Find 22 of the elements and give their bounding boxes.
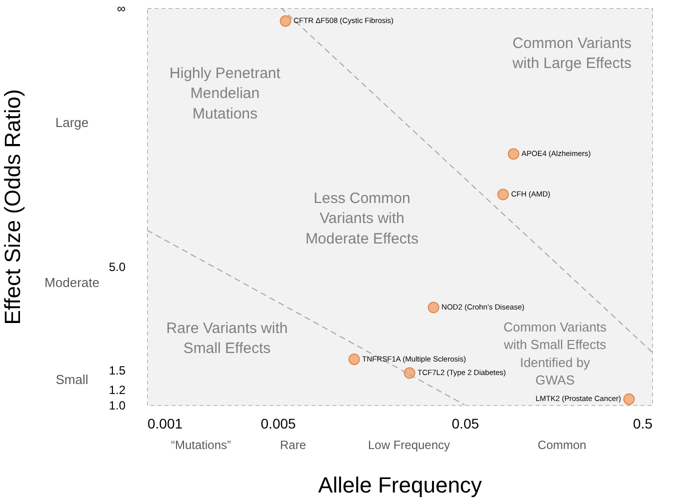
y-tick-label: 1.5 — [108, 364, 126, 378]
y-tick-label: ∞ — [116, 2, 126, 16]
annotation: Common Variants with Large Effects — [512, 34, 632, 72]
text: Small — [56, 372, 88, 387]
x-tick-label: 0.5 — [633, 416, 653, 432]
x-axis-title: Allele Frequency — [318, 472, 482, 498]
text: “Mutations” — [170, 438, 232, 452]
annotation: Highly Penetrant Mendelian Mutations — [170, 64, 282, 122]
x-tick-label: 0.001 — [148, 416, 183, 432]
text: Rare — [280, 438, 306, 452]
annotation: Less Common Variants with Moderate Effects — [305, 190, 419, 248]
x-tick-label: 0.005 — [260, 416, 296, 432]
text: Moderate — [44, 275, 100, 290]
text: Low Frequency — [368, 438, 450, 452]
text: Large — [55, 115, 89, 130]
text: Common — [538, 438, 586, 452]
annotation: Rare Variants with Small Effects — [166, 320, 288, 358]
y-axis-title: Effect Size (Odds Ratio) — [0, 89, 25, 325]
x-tick-label: 0.05 — [452, 416, 480, 432]
y-tick-label: 1.2 — [108, 382, 126, 397]
y-tick-label: 5.0 — [108, 260, 126, 274]
y-tick-label: 1.0 — [108, 398, 126, 412]
